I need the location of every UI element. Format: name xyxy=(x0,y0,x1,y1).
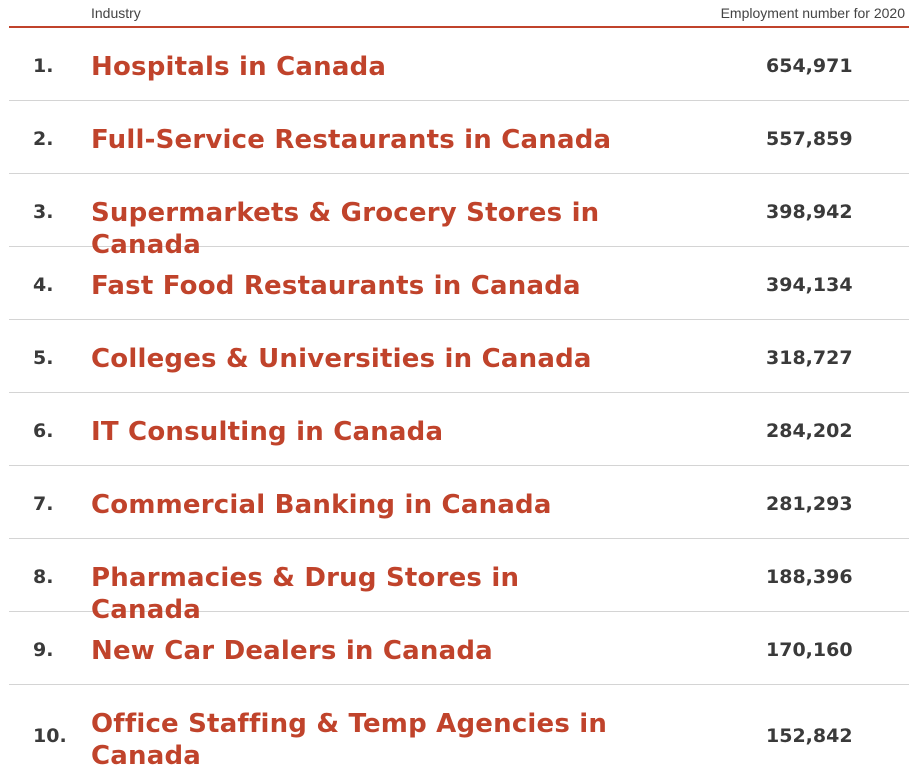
employment-value: 188,396 xyxy=(766,566,853,588)
row-rank: 6. xyxy=(33,420,54,442)
employment-value: 557,859 xyxy=(766,128,853,150)
employment-value: 170,160 xyxy=(766,639,853,661)
table-row: 4. Fast Food Restaurants in Canada 394,1… xyxy=(9,247,909,320)
table-row: 8. Pharmacies & Drug Stores in Canada 18… xyxy=(9,539,909,625)
employment-value: 281,293 xyxy=(766,493,853,515)
table-row: 10. Office Staffing & Temp Agencies in C… xyxy=(9,685,909,781)
employment-value: 394,134 xyxy=(766,274,853,296)
industry-link[interactable]: Full-Service Restaurants in Canada xyxy=(91,125,612,155)
row-rank: 3. xyxy=(33,201,54,223)
employment-value: 654,971 xyxy=(766,55,853,77)
row-rank: 5. xyxy=(33,347,54,369)
table-row: 2. Full-Service Restaurants in Canada 55… xyxy=(9,101,909,174)
table-row: 6. IT Consulting in Canada 284,202 xyxy=(9,393,909,466)
industry-link[interactable]: Pharmacies & Drug Stores in Canada xyxy=(91,563,520,625)
industry-link[interactable]: Commercial Banking in Canada xyxy=(91,490,552,520)
table-header: Industry Employment number for 2020 xyxy=(9,0,909,28)
row-rank: 4. xyxy=(33,274,54,296)
employment-value: 318,727 xyxy=(766,347,853,369)
employment-value: 152,842 xyxy=(766,725,853,747)
row-rank: 7. xyxy=(33,493,54,515)
table-row: 1. Hospitals in Canada 654,971 xyxy=(9,28,909,101)
table-row: 3. Supermarkets & Grocery Stores in Cana… xyxy=(9,174,909,260)
employment-value: 284,202 xyxy=(766,420,853,442)
industry-link[interactable]: Fast Food Restaurants in Canada xyxy=(91,271,581,301)
row-rank: 2. xyxy=(33,128,54,150)
row-rank: 10. xyxy=(33,725,67,747)
table-row: 5. Colleges & Universities in Canada 318… xyxy=(9,320,909,393)
column-header-industry: Industry xyxy=(91,5,141,21)
industry-link[interactable]: Hospitals in Canada xyxy=(91,52,387,82)
row-rank: 9. xyxy=(33,639,54,661)
column-header-employment: Employment number for 2020 xyxy=(720,5,905,21)
industry-link[interactable]: Office Staffing & Temp Agencies in Canad… xyxy=(91,709,608,771)
table-row: 9. New Car Dealers in Canada 170,160 xyxy=(9,612,909,685)
industry-link[interactable]: Supermarkets & Grocery Stores in Canada xyxy=(91,198,600,260)
industry-employment-table: Industry Employment number for 2020 1. H… xyxy=(9,0,909,781)
industry-link[interactable]: New Car Dealers in Canada xyxy=(91,636,493,666)
employment-value: 398,942 xyxy=(766,201,853,223)
industry-link[interactable]: Colleges & Universities in Canada xyxy=(91,344,592,374)
industry-link[interactable]: IT Consulting in Canada xyxy=(91,417,444,447)
row-rank: 1. xyxy=(33,55,54,77)
row-rank: 8. xyxy=(33,566,54,588)
table-row: 7. Commercial Banking in Canada 281,293 xyxy=(9,466,909,539)
